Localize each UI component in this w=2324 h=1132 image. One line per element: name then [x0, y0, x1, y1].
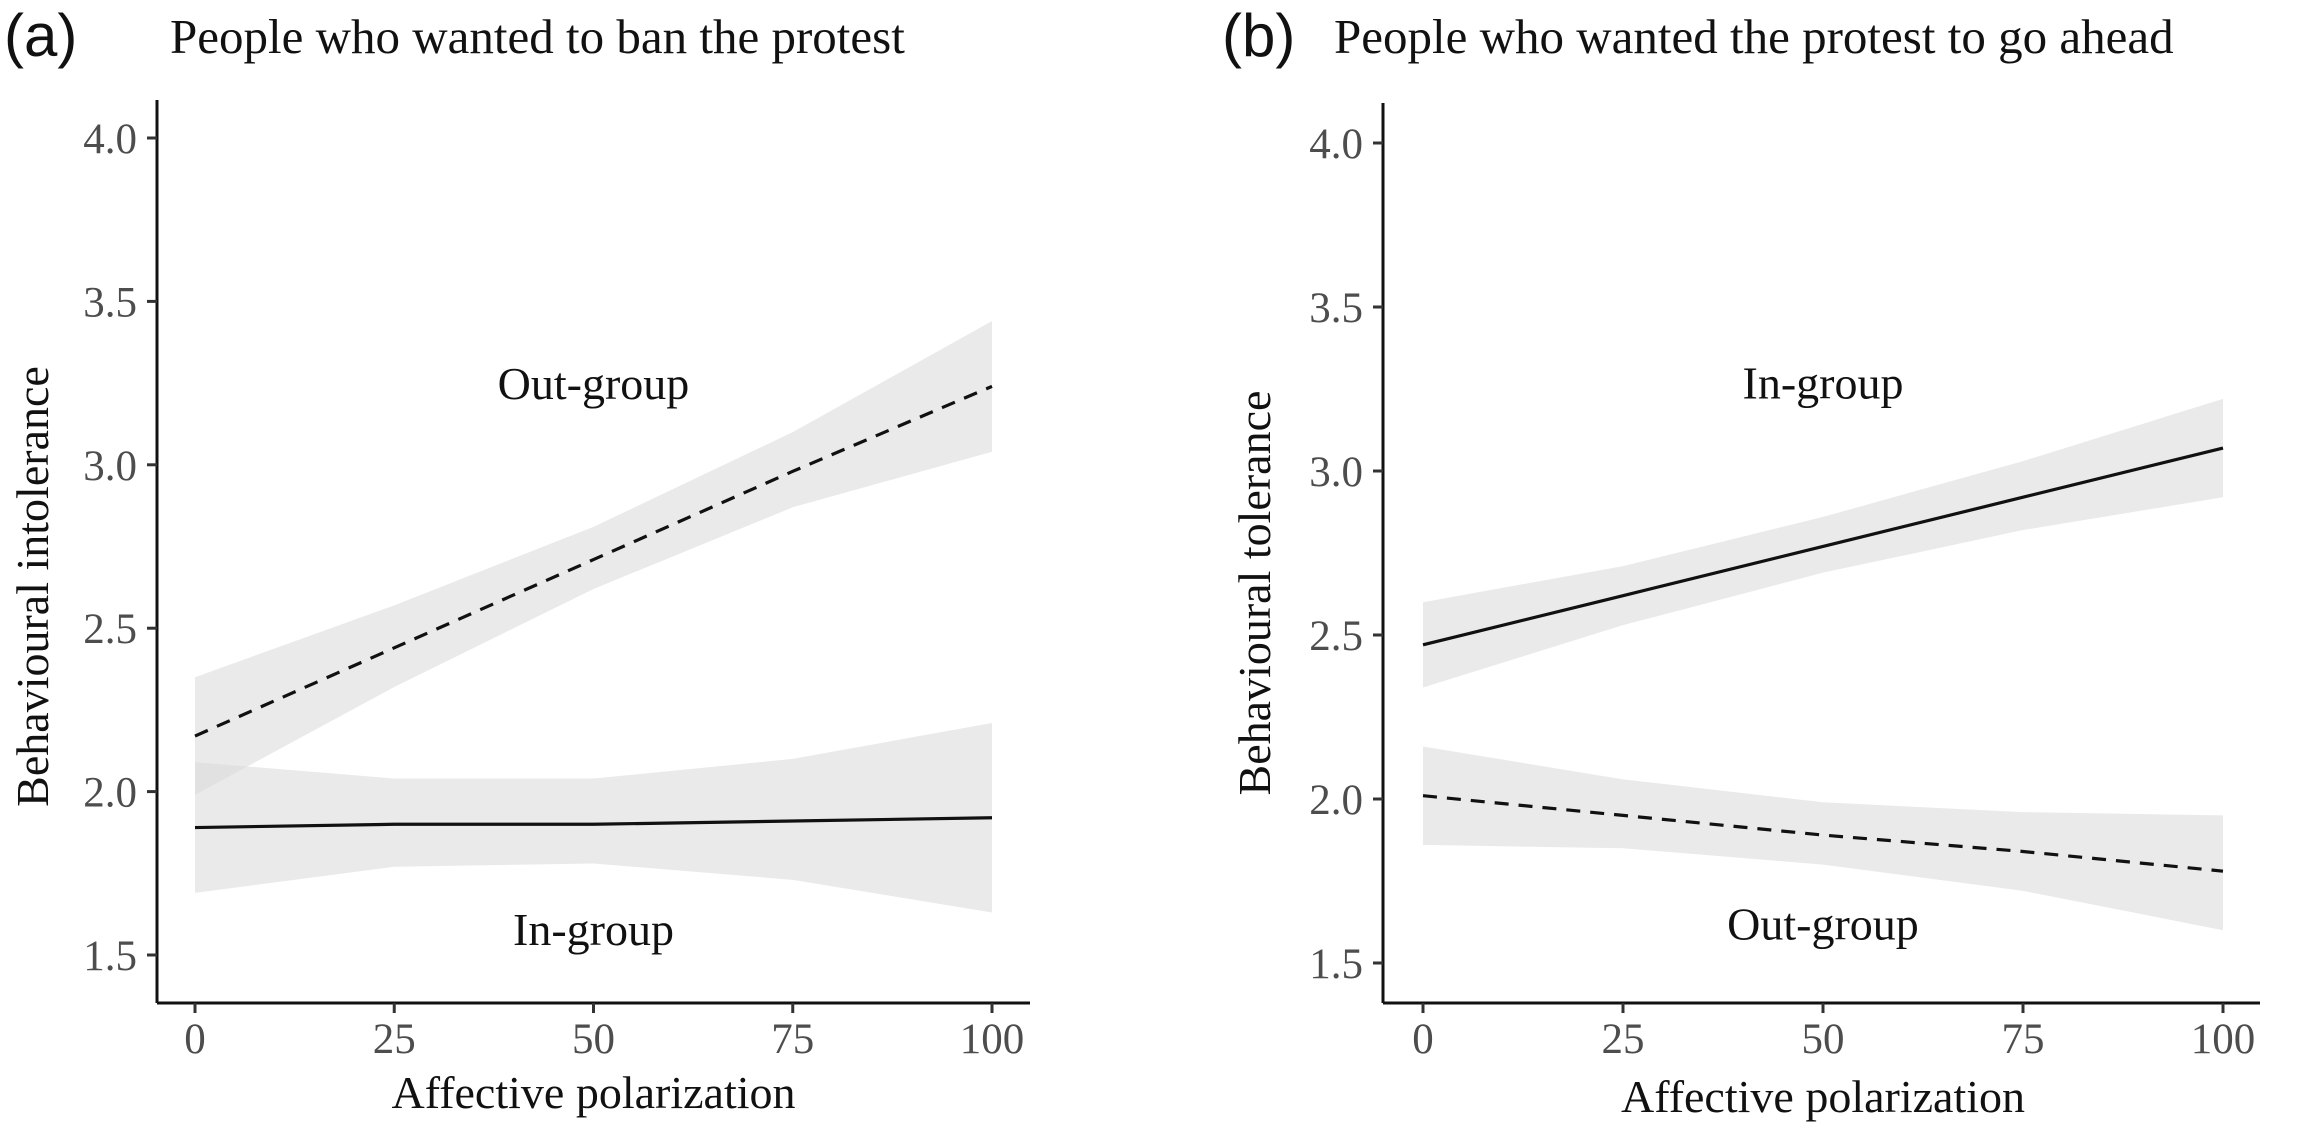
panel-b-title: People who wanted the protest to go ahea…: [1334, 9, 2174, 64]
panel-a-y-tick-label: 3.5: [83, 279, 137, 326]
panel-b-y-tick-label: 3.5: [1309, 285, 1363, 332]
panel-a-y-tick-label: 4.0: [83, 116, 137, 163]
panel-a-y-axis-label: Behavioural intolerance: [7, 366, 58, 807]
panel-a-x-tick-label: 100: [960, 1016, 1025, 1063]
panel-a-ci-band-1: [195, 722, 992, 913]
panel-b-x-tick-label: 100: [2191, 1016, 2256, 1063]
panel-b-y-tick-label: 4.0: [1309, 121, 1363, 168]
panel-a-series-line-0: [194, 384, 993, 738]
panel-b-annotation-1: Out-group: [1727, 899, 1919, 950]
panel-b-label: (b): [1222, 2, 1295, 69]
panel-a-y-tick-label: 2.5: [83, 606, 137, 653]
panel-a-plot-area: 1.5 2.0 2.5 3.0 3.5 4.0 0 25 50 75 100 Affective po…: [7, 100, 1030, 1118]
panel-a: (a) People who wanted to ban the protest…: [4, 2, 1030, 1118]
panel-a-y-tick-label: 2.0: [83, 770, 137, 817]
panel-b-y-tick-label: 3.0: [1309, 449, 1363, 496]
panel-a-label: (a): [4, 2, 77, 69]
panel-a-annotation-0: Out-group: [498, 358, 690, 409]
panel-a-y-tick-label: 3.0: [83, 443, 137, 490]
panel-b-x-axis-label: Affective polarization: [1621, 1071, 2025, 1122]
panel-b-x-tick-label: 0: [1412, 1016, 1434, 1063]
panel-b-y-tick-label: 1.5: [1309, 941, 1363, 988]
panel-a-annotation-1: In-group: [513, 904, 674, 955]
panel-b-ci-band-1: [1423, 746, 2223, 931]
panel-b-ci-band-0: [1423, 398, 2223, 688]
panel-a-x-tick-label: 75: [771, 1016, 814, 1063]
panel-a-series-line-1: [194, 816, 993, 830]
panel-a-x-tick-label: 25: [373, 1016, 416, 1063]
panel-b-x-tick-label: 25: [1602, 1016, 1645, 1063]
panel-b-y-tick-label: 2.0: [1309, 777, 1363, 824]
panel-b: (b) People who wanted the protest to go …: [1222, 2, 2260, 1122]
panel-b-y-tick-label: 2.5: [1309, 613, 1363, 660]
panel-b-annotation-0: In-group: [1743, 357, 1904, 408]
panel-b-x-tick-label: 75: [2002, 1016, 2045, 1063]
panel-a-y-tick-label: 1.5: [83, 933, 137, 980]
panel-b-x-tick-label: 50: [1802, 1016, 1845, 1063]
panel-b-plot-area: 1.5 2.0 2.5 3.0 3.5 4.0 0 25 50 75 100 Affective po…: [1229, 103, 2260, 1122]
panel-a-x-tick-label: 50: [572, 1016, 615, 1063]
panel-a-x-axis-label: Affective polarization: [391, 1067, 795, 1118]
panel-a-x-tick-label: 0: [184, 1016, 206, 1063]
panel-b-y-axis-label: Behavioural tolerance: [1229, 391, 1280, 796]
panel-b-series-line-0: [1422, 446, 2224, 647]
panel-b-series-line-1: [1422, 794, 2224, 873]
panel-a-title: People who wanted to ban the protest: [170, 9, 905, 64]
